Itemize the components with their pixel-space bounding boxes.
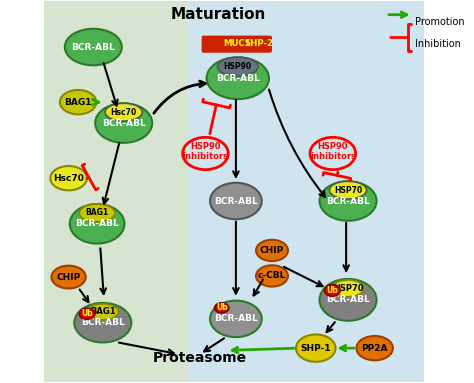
- Text: SHP-2: SHP-2: [244, 39, 273, 49]
- Text: BCR-ABL: BCR-ABL: [75, 219, 119, 228]
- Text: Ub: Ub: [327, 286, 338, 295]
- Ellipse shape: [325, 285, 340, 296]
- Ellipse shape: [215, 303, 229, 313]
- Text: Ub: Ub: [81, 309, 93, 318]
- Ellipse shape: [70, 204, 125, 244]
- Ellipse shape: [207, 57, 269, 99]
- Text: BCR-ABL: BCR-ABL: [326, 196, 370, 206]
- Text: BAG1: BAG1: [90, 307, 116, 316]
- Ellipse shape: [210, 183, 262, 219]
- Ellipse shape: [79, 204, 115, 222]
- Text: HSP70: HSP70: [333, 284, 363, 293]
- Text: Inhibition: Inhibition: [415, 39, 460, 49]
- Text: Proteasome: Proteasome: [153, 351, 247, 365]
- Text: PP2A: PP2A: [361, 344, 388, 353]
- Ellipse shape: [218, 57, 258, 76]
- Ellipse shape: [65, 29, 122, 65]
- Ellipse shape: [95, 103, 152, 143]
- Text: Hsc70: Hsc70: [110, 108, 137, 117]
- Text: MUC1: MUC1: [223, 39, 251, 49]
- Text: BCR-ABL: BCR-ABL: [326, 295, 370, 304]
- Ellipse shape: [105, 103, 142, 121]
- Text: BAG1: BAG1: [64, 98, 92, 106]
- Ellipse shape: [79, 308, 95, 319]
- Text: BCR-ABL: BCR-ABL: [216, 74, 260, 83]
- Text: Promotion: Promotion: [415, 17, 464, 27]
- Ellipse shape: [356, 336, 393, 360]
- Text: HSP90: HSP90: [224, 62, 252, 71]
- Text: HSP90
inhibitors: HSP90 inhibitors: [310, 142, 356, 161]
- Text: Hsc70: Hsc70: [53, 174, 84, 183]
- Text: Ub: Ub: [216, 303, 228, 313]
- Text: BCR-ABL: BCR-ABL: [214, 196, 258, 206]
- Text: CHIP: CHIP: [56, 273, 81, 282]
- FancyBboxPatch shape: [201, 36, 272, 53]
- Ellipse shape: [60, 90, 96, 114]
- Text: BAG1: BAG1: [85, 208, 109, 218]
- Ellipse shape: [87, 304, 118, 320]
- Ellipse shape: [329, 181, 366, 199]
- Text: BCR-ABL: BCR-ABL: [81, 318, 125, 327]
- Text: BCR-ABL: BCR-ABL: [214, 314, 258, 323]
- Text: HSP70: HSP70: [334, 186, 362, 195]
- Ellipse shape: [319, 181, 376, 221]
- Text: CHIP: CHIP: [260, 246, 284, 255]
- Text: SHP-1: SHP-1: [301, 344, 331, 353]
- Ellipse shape: [210, 301, 262, 337]
- Ellipse shape: [332, 280, 364, 297]
- Ellipse shape: [256, 265, 288, 286]
- Text: BCR-ABL: BCR-ABL: [102, 119, 146, 128]
- Text: Maturation: Maturation: [171, 7, 266, 22]
- Text: HSP90
inhibitors: HSP90 inhibitors: [182, 142, 228, 161]
- Ellipse shape: [74, 303, 131, 342]
- FancyBboxPatch shape: [188, 2, 424, 381]
- Ellipse shape: [50, 166, 87, 190]
- Ellipse shape: [52, 266, 86, 288]
- Text: BCR-ABL: BCR-ABL: [72, 43, 115, 52]
- Text: c-CBL: c-CBL: [258, 272, 286, 280]
- Ellipse shape: [296, 334, 336, 362]
- FancyBboxPatch shape: [44, 2, 188, 381]
- Ellipse shape: [319, 279, 376, 321]
- Ellipse shape: [256, 240, 288, 261]
